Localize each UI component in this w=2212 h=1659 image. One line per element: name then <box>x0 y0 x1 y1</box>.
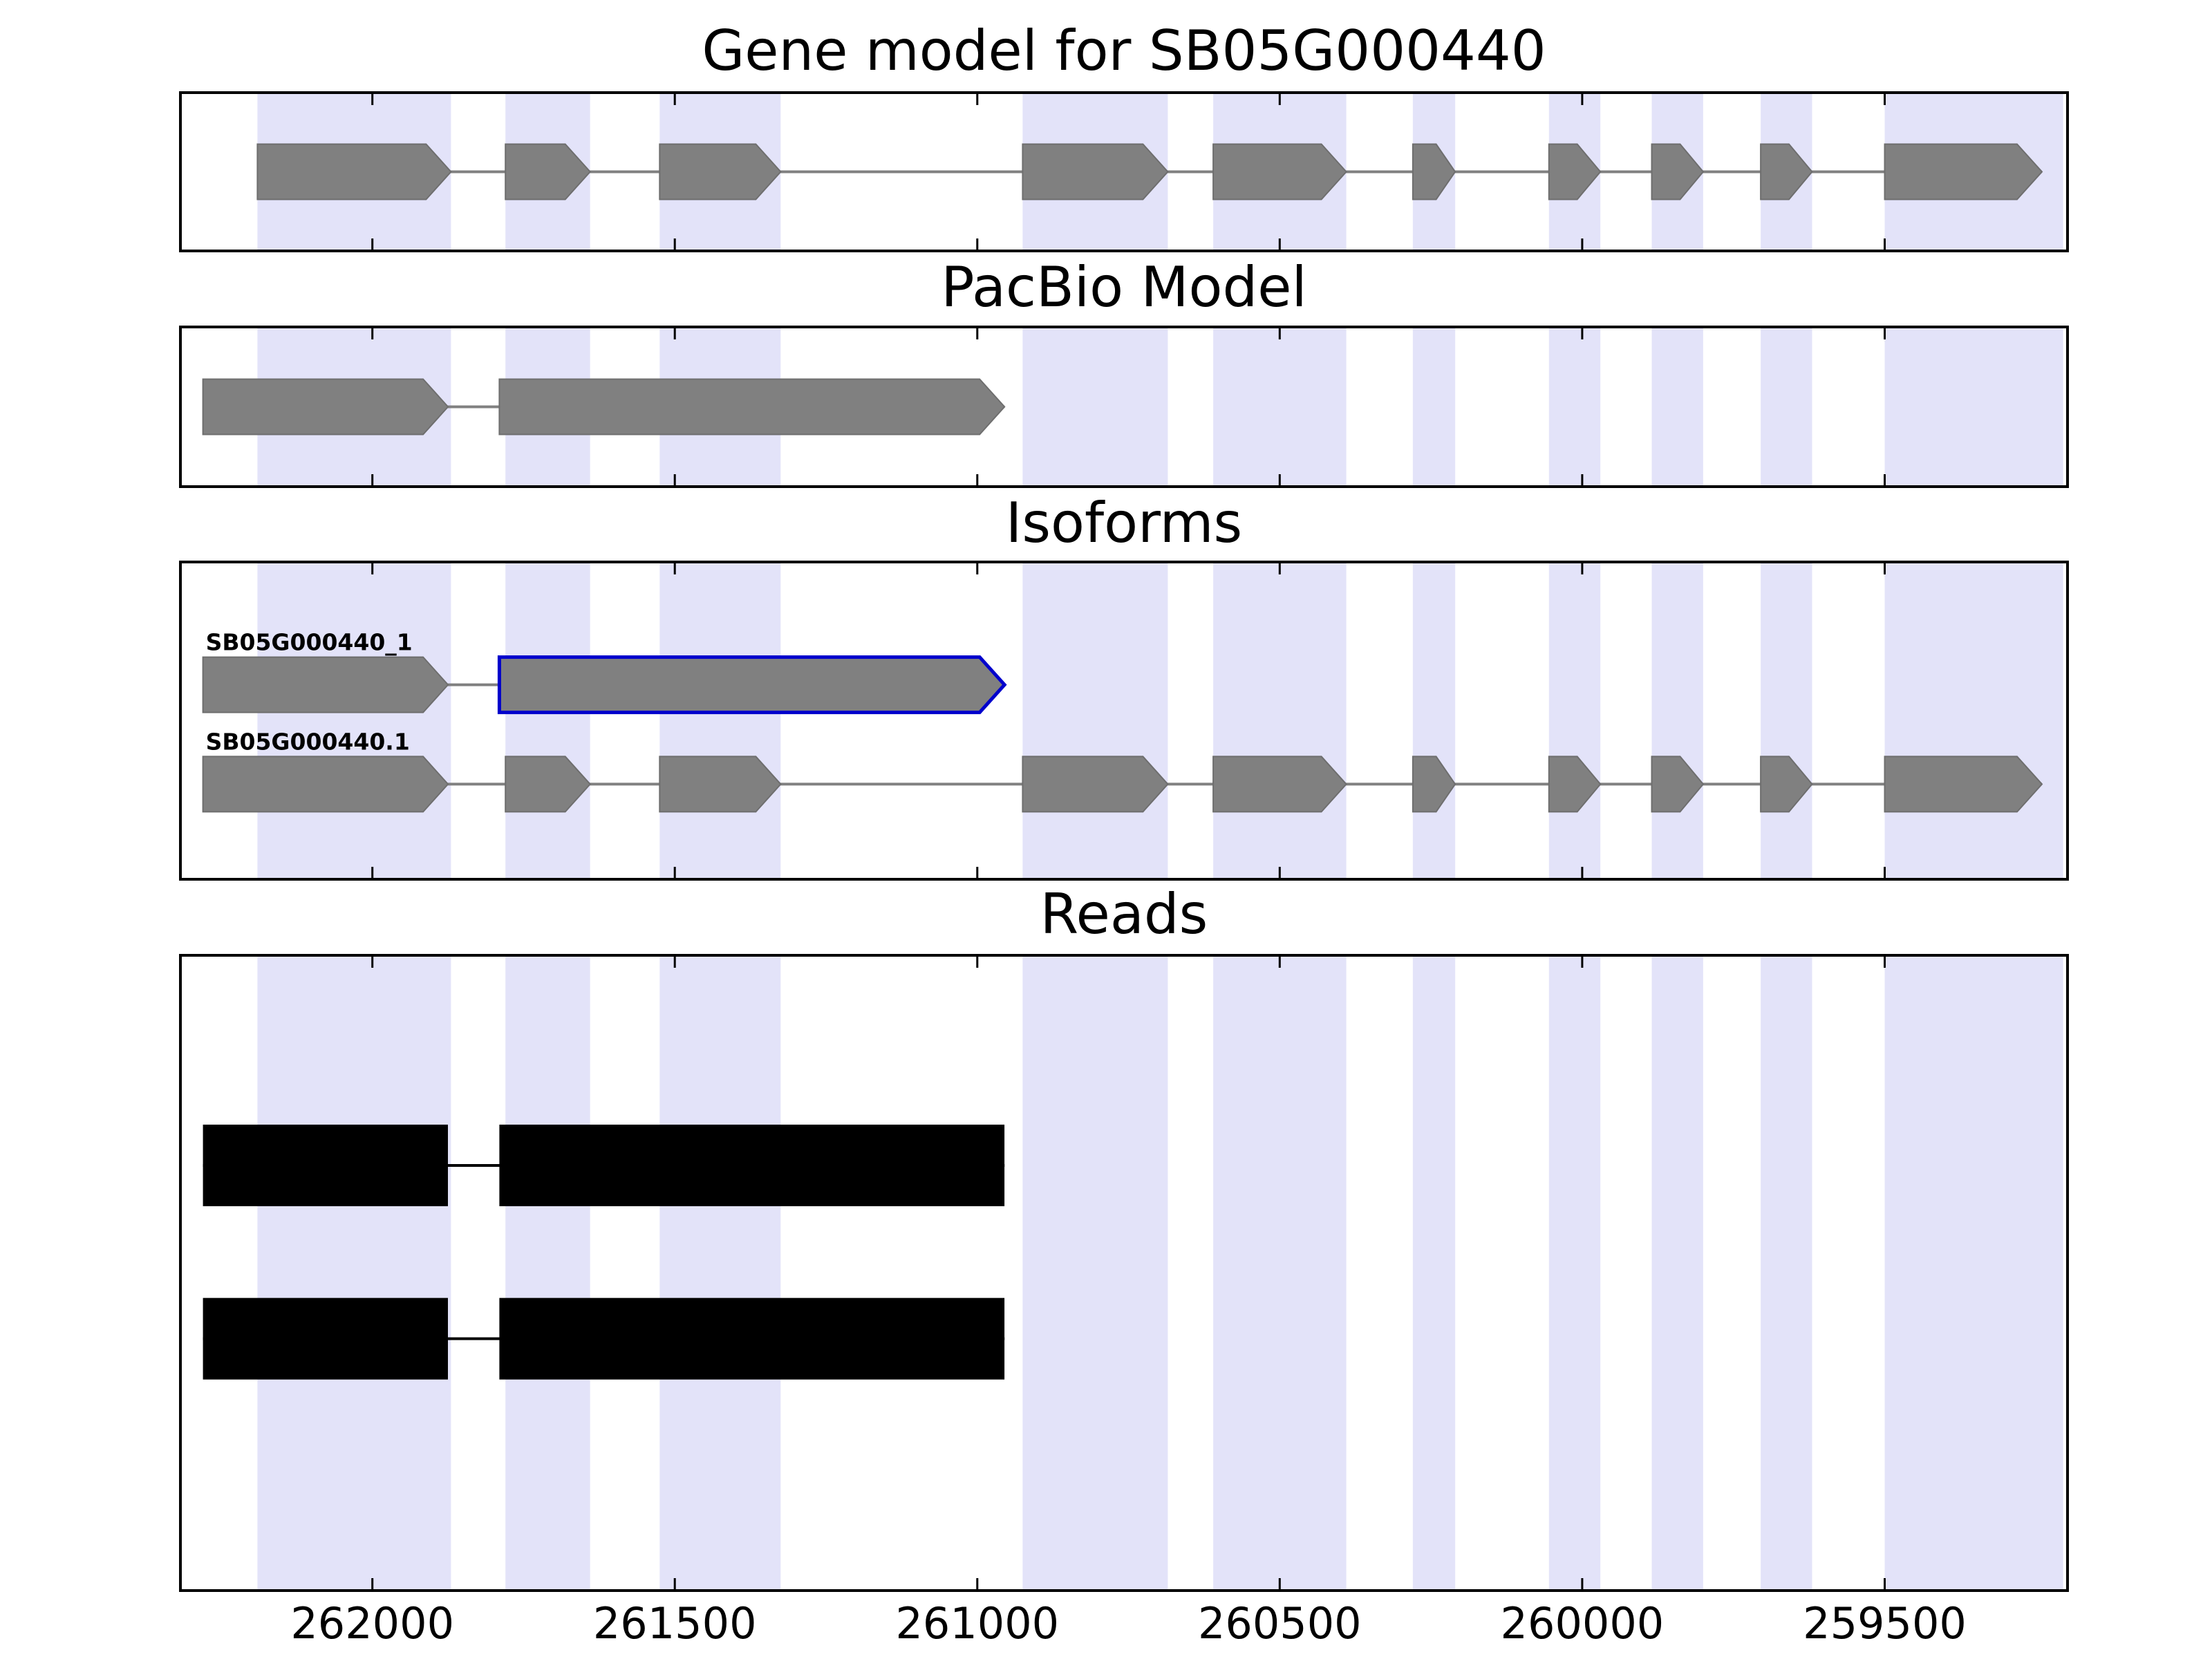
x-tick-label: 261500 <box>592 1598 757 1649</box>
gene-model-title: Gene model for SB05G000440 <box>702 19 1546 83</box>
isoforms-panel: SB05G000440_1 SB05G000440.1 <box>179 561 2069 881</box>
exon-highlight-band <box>1761 563 1812 878</box>
pacbio-model-panel <box>179 326 2069 488</box>
exon-highlight-band <box>505 957 590 1589</box>
exon-highlight-band <box>1761 328 1812 485</box>
exon-block <box>256 143 452 200</box>
exon-highlight-band <box>1761 957 1812 1589</box>
exon-block <box>1212 143 1347 200</box>
exon-block <box>505 143 592 200</box>
exon-block <box>498 378 1006 435</box>
exon-block <box>1548 143 1602 200</box>
track-canvas <box>202 328 2063 485</box>
exon-block <box>505 756 592 813</box>
x-tick-label: 262000 <box>290 1598 455 1649</box>
exon-highlight-band <box>1651 957 1703 1589</box>
isoforms-title: Isoforms <box>1005 491 1243 555</box>
exon-highlight-band <box>659 563 781 878</box>
exon-highlight-band <box>1884 563 2063 878</box>
isoform-label: SB05G000440.1 <box>206 728 410 755</box>
track-canvas: SB05G000440_1 SB05G000440.1 <box>202 563 2063 878</box>
exon-highlight-band <box>1022 563 1168 878</box>
exon-block <box>1651 756 1705 813</box>
exon-highlight-band <box>1884 957 2063 1589</box>
exon-highlight-band <box>1022 328 1168 485</box>
exon-highlight-band <box>1412 563 1456 878</box>
exon-highlight-band <box>1548 563 1601 878</box>
exon-highlight-band <box>1213 563 1347 878</box>
exon-block <box>1884 143 2043 200</box>
exon-highlight-band <box>257 957 451 1589</box>
exon-highlight-band <box>1412 957 1456 1589</box>
exon-highlight-band <box>1884 328 2063 485</box>
exon-block <box>1884 756 2043 813</box>
exon-highlight-band <box>505 563 590 878</box>
reads-panel <box>179 954 2069 1592</box>
exon-block <box>1548 756 1602 813</box>
pacbio-model-title: PacBio Model <box>941 255 1307 319</box>
exon-highlight-band <box>1412 328 1456 485</box>
read-block <box>499 1297 1005 1380</box>
gene-model-panel <box>179 91 2069 252</box>
exon-highlight-band <box>1548 957 1601 1589</box>
exon-block <box>1022 143 1169 200</box>
exon-block <box>1760 756 1813 813</box>
exon-highlight-band <box>1022 957 1168 1589</box>
exon-block <box>202 656 449 713</box>
selected-exon-block <box>497 655 1007 715</box>
exon-highlight-band <box>1651 563 1703 878</box>
x-tick-label: 260000 <box>1500 1598 1665 1649</box>
exon-block <box>1651 143 1705 200</box>
exon-highlight-band <box>659 957 781 1589</box>
exon-block <box>1412 143 1456 200</box>
exon-block <box>659 143 782 200</box>
exon-block <box>1022 756 1169 813</box>
exon-block <box>1212 756 1347 813</box>
exon-block <box>1760 143 1813 200</box>
exon-highlight-band <box>1548 328 1601 485</box>
read-block <box>499 1124 1005 1206</box>
track-canvas <box>203 957 2063 1589</box>
exon-highlight-band <box>1213 328 1347 485</box>
exon-block <box>202 756 449 813</box>
x-tick-label: 259500 <box>1803 1598 1967 1649</box>
track-canvas <box>256 94 2063 250</box>
read-block <box>203 1124 448 1206</box>
exon-highlight-band <box>257 563 451 878</box>
reads-title: Reads <box>1040 882 1208 946</box>
x-tick-label: 261000 <box>895 1598 1060 1649</box>
isoform-label: SB05G000440_1 <box>206 629 413 656</box>
x-axis-tick-labels: 262000 261500 261000 260500 260000 259500 <box>182 1598 2066 1653</box>
exon-block <box>1412 756 1456 813</box>
x-tick-label: 260500 <box>1197 1598 1362 1649</box>
exon-block <box>202 378 449 435</box>
exon-highlight-band <box>1651 328 1703 485</box>
exon-block <box>659 756 782 813</box>
exon-highlight-band <box>1213 957 1347 1589</box>
read-block <box>203 1297 448 1380</box>
